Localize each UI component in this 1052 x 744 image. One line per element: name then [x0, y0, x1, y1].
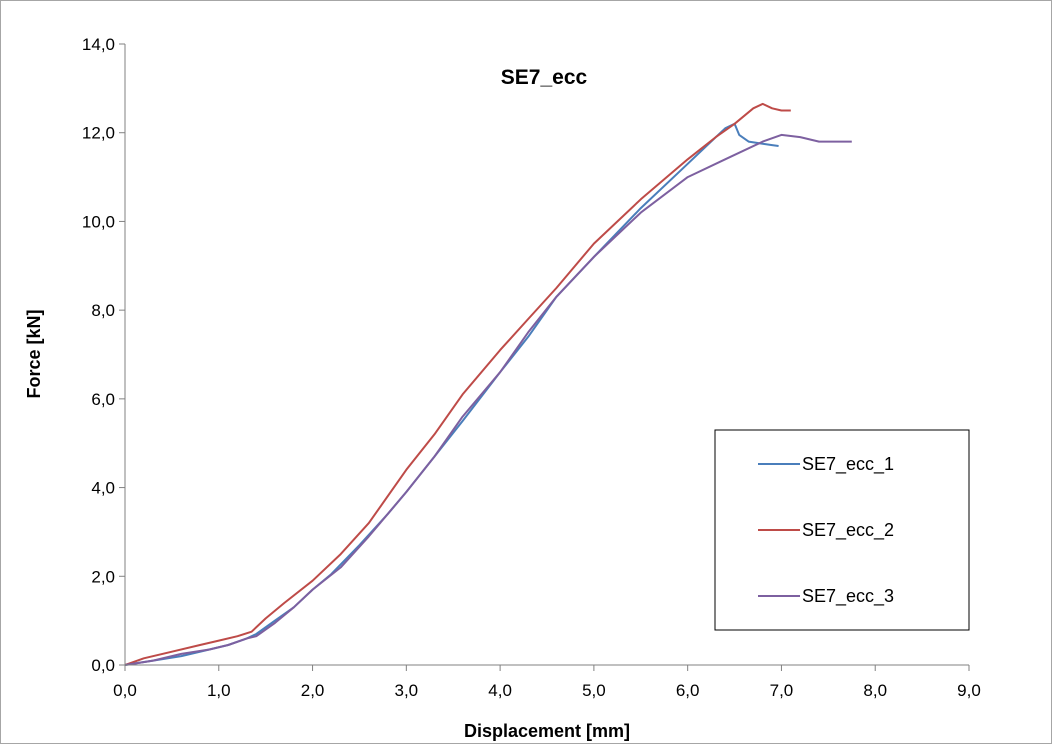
- x-tick-label: 3,0: [395, 681, 419, 700]
- legend-items: SE7_ecc_1 SE7_ecc_2 SE7_ecc_3: [758, 454, 894, 607]
- y-tick-label: 8,0: [91, 301, 115, 320]
- legend: SE7_ecc_1 SE7_ecc_2 SE7_ecc_3: [714, 429, 970, 631]
- series-line-SE7_ecc_1: [124, 122, 779, 666]
- x-tick-label: 1,0: [207, 681, 231, 700]
- y-tick-label: 2,0: [91, 567, 115, 586]
- y-tick-label: 4,0: [91, 479, 115, 498]
- y-tick-label: 6,0: [91, 390, 115, 409]
- chart-title: SE7_ecc: [501, 66, 588, 89]
- y-tick-label: 14,0: [82, 35, 115, 54]
- x-tick-label: 6,0: [676, 681, 700, 700]
- x-tick-label: 2,0: [301, 681, 325, 700]
- legend-label: SE7_ecc_3: [802, 586, 894, 607]
- y-tick-label: 0,0: [91, 656, 115, 675]
- y-tick-label: 10,0: [82, 212, 115, 231]
- x-tick-label: 7,0: [770, 681, 794, 700]
- legend-label: SE7_ecc_1: [802, 454, 894, 475]
- y-axis-title: Force [kN]: [24, 309, 44, 398]
- y-tick-label: 12,0: [82, 124, 115, 143]
- legend-label: SE7_ecc_2: [802, 520, 894, 541]
- series-line-SE7_ecc_3: [124, 133, 852, 666]
- x-axis-title: Displacement [mm]: [464, 721, 630, 741]
- x-tick-label: 9,0: [957, 681, 981, 700]
- series-layer: [124, 102, 852, 666]
- series-line-SE7_ecc_2: [124, 102, 791, 666]
- x-axis-ticks: 0,0 1,0 2,0 3,0 4,0 5,0 6,0 7,0 8,0 9,0: [113, 665, 981, 700]
- x-tick-label: 8,0: [863, 681, 887, 700]
- y-axis-ticks: 0,0 2,0 4,0 6,0 8,0 10,0 12,0 14,0: [82, 35, 125, 675]
- x-tick-label: 5,0: [582, 681, 606, 700]
- x-tick-label: 4,0: [488, 681, 512, 700]
- x-tick-label: 0,0: [113, 681, 137, 700]
- legend-box: [714, 429, 970, 631]
